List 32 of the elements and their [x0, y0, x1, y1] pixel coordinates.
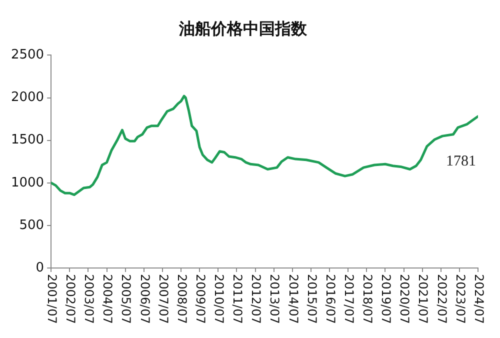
x-tick-label: 2021/07 — [416, 274, 430, 324]
x-tick-label: 2017/07 — [342, 274, 356, 324]
x-tick-label: 2016/07 — [323, 274, 338, 324]
y-tick-label: 500 — [19, 218, 44, 233]
x-tick-label: 2024/07 — [472, 274, 486, 324]
x-tick-label: 2020/07 — [398, 274, 412, 324]
x-tick-label: 2019/07 — [379, 274, 394, 324]
x-tick-label: 2018/07 — [360, 274, 375, 324]
x-tick-label: 2023/07 — [453, 274, 468, 324]
y-tick-label: 1000 — [10, 175, 44, 190]
x-tick-label: 2012/07 — [249, 274, 264, 324]
x-tick-label: 2008/07 — [174, 274, 189, 324]
y-tick-label: 2500 — [10, 48, 44, 63]
y-tick-label: 2000 — [10, 90, 44, 106]
chart-title: 油船价格中国指数 — [178, 18, 308, 38]
x-tick-label: 2001/07 — [44, 274, 59, 324]
x-tick-label: 2014/07 — [286, 274, 300, 324]
x-tick-label: 2011/07 — [230, 274, 245, 324]
x-tick-label: 2006/07 — [138, 274, 152, 324]
x-tick-label: 2002/07 — [64, 274, 78, 324]
x-tick-label: 2013/07 — [268, 274, 282, 324]
x-tick-label: 2005/07 — [119, 274, 134, 324]
x-tick-label: 2022/07 — [434, 274, 449, 324]
y-tick-label: 1500 — [10, 132, 44, 148]
x-tick-label: 2010/07 — [212, 274, 226, 324]
x-tick-label: 2015/07 — [304, 274, 319, 324]
x-tick-label: 2007/07 — [156, 274, 170, 324]
x-tick-label: 2009/07 — [193, 274, 208, 324]
x-tick-label: 2004/07 — [100, 274, 115, 324]
annotation: 1781 — [446, 153, 476, 170]
y-tick-label: 0 — [36, 260, 44, 276]
x-tick-label: 2003/07 — [82, 274, 96, 324]
